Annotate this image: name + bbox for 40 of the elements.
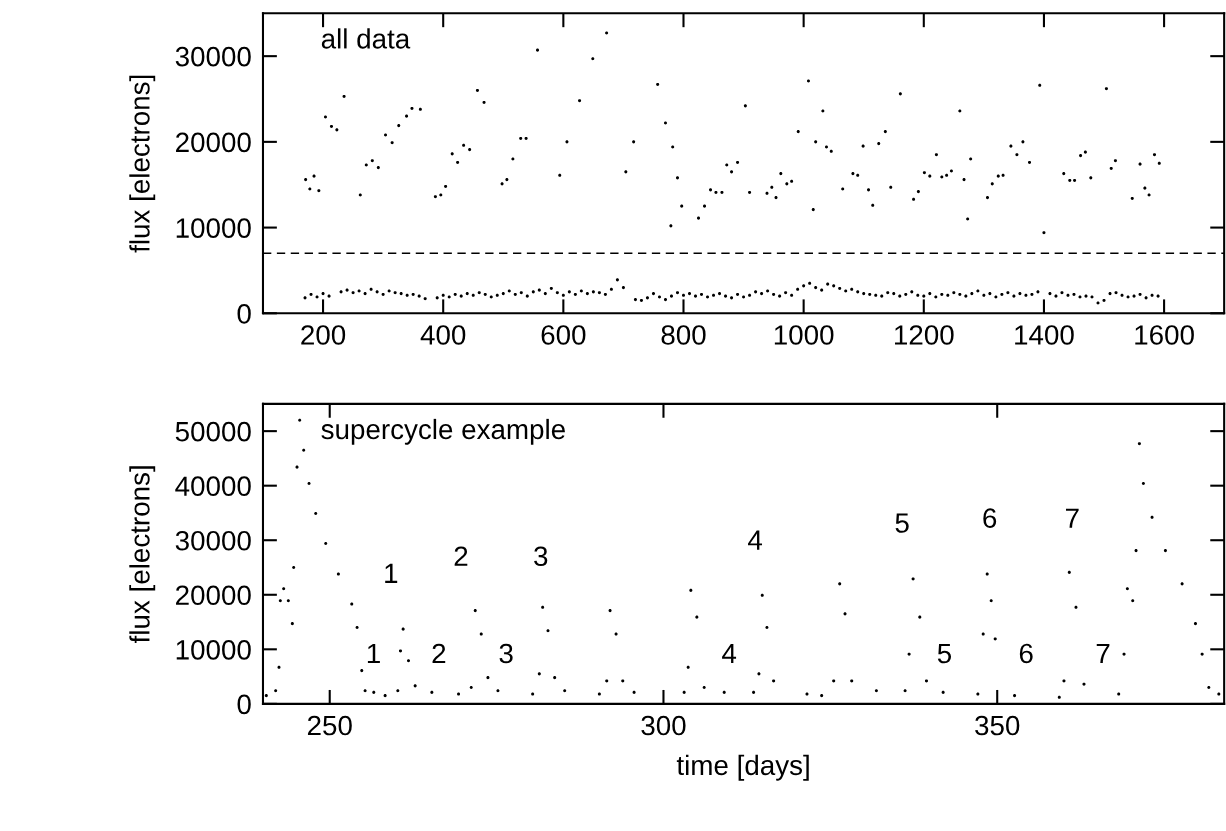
y-tick-label: 20000 — [176, 132, 251, 153]
annotation: 4 — [748, 530, 763, 550]
y-tick-label: 0 — [237, 303, 251, 324]
annotation: 5 — [895, 513, 909, 533]
y-axis-title: flux [electrons] — [129, 466, 156, 644]
annotation: 5 — [937, 643, 952, 664]
annotation: 7 — [1065, 508, 1079, 528]
annotation: 4 — [722, 643, 737, 664]
x-tick-label: 400 — [420, 325, 466, 345]
x-tick-label: 250 — [307, 715, 352, 736]
annotation: 2 — [432, 643, 446, 664]
y-tick-label: 30000 — [175, 46, 251, 67]
x-tick-label: 600 — [541, 325, 586, 345]
x-tick-label: 350 — [975, 715, 1020, 736]
y-tick-label: 10000 — [176, 639, 251, 660]
x-tick-label: 800 — [661, 325, 706, 345]
chart-title: all data — [321, 28, 411, 49]
y-tick-label: 40000 — [175, 476, 251, 497]
text: supercycle example — [321, 418, 565, 445]
x-tick-label: 300 — [641, 715, 686, 736]
y-axis-title: flux [electrons] — [129, 75, 156, 253]
annotation: 3 — [499, 643, 513, 664]
y-tick-label: 0 — [237, 694, 251, 715]
annotation: 1 — [385, 563, 398, 583]
annotation: 7 — [1096, 643, 1110, 664]
annotation: 3 — [534, 546, 548, 567]
annotation: 6 — [1019, 643, 1033, 664]
annotation: 1 — [367, 643, 380, 664]
annotation: 2 — [454, 546, 468, 566]
x-tick-label: 1000 — [774, 325, 834, 345]
y-tick-label: 20000 — [176, 585, 251, 606]
x-axis-title: time [days] — [676, 754, 809, 781]
annotation: 6 — [983, 508, 997, 529]
x-tick-label: 1400 — [1015, 325, 1074, 345]
x-tick-label: 1200 — [895, 325, 954, 345]
y-tick-label: 10000 — [176, 218, 251, 238]
x-tick-label: 1600 — [1135, 325, 1194, 345]
y-tick-label: 50000 — [175, 421, 251, 442]
y-tick-label: 30000 — [175, 530, 251, 551]
x-tick-label: 200 — [301, 325, 346, 345]
